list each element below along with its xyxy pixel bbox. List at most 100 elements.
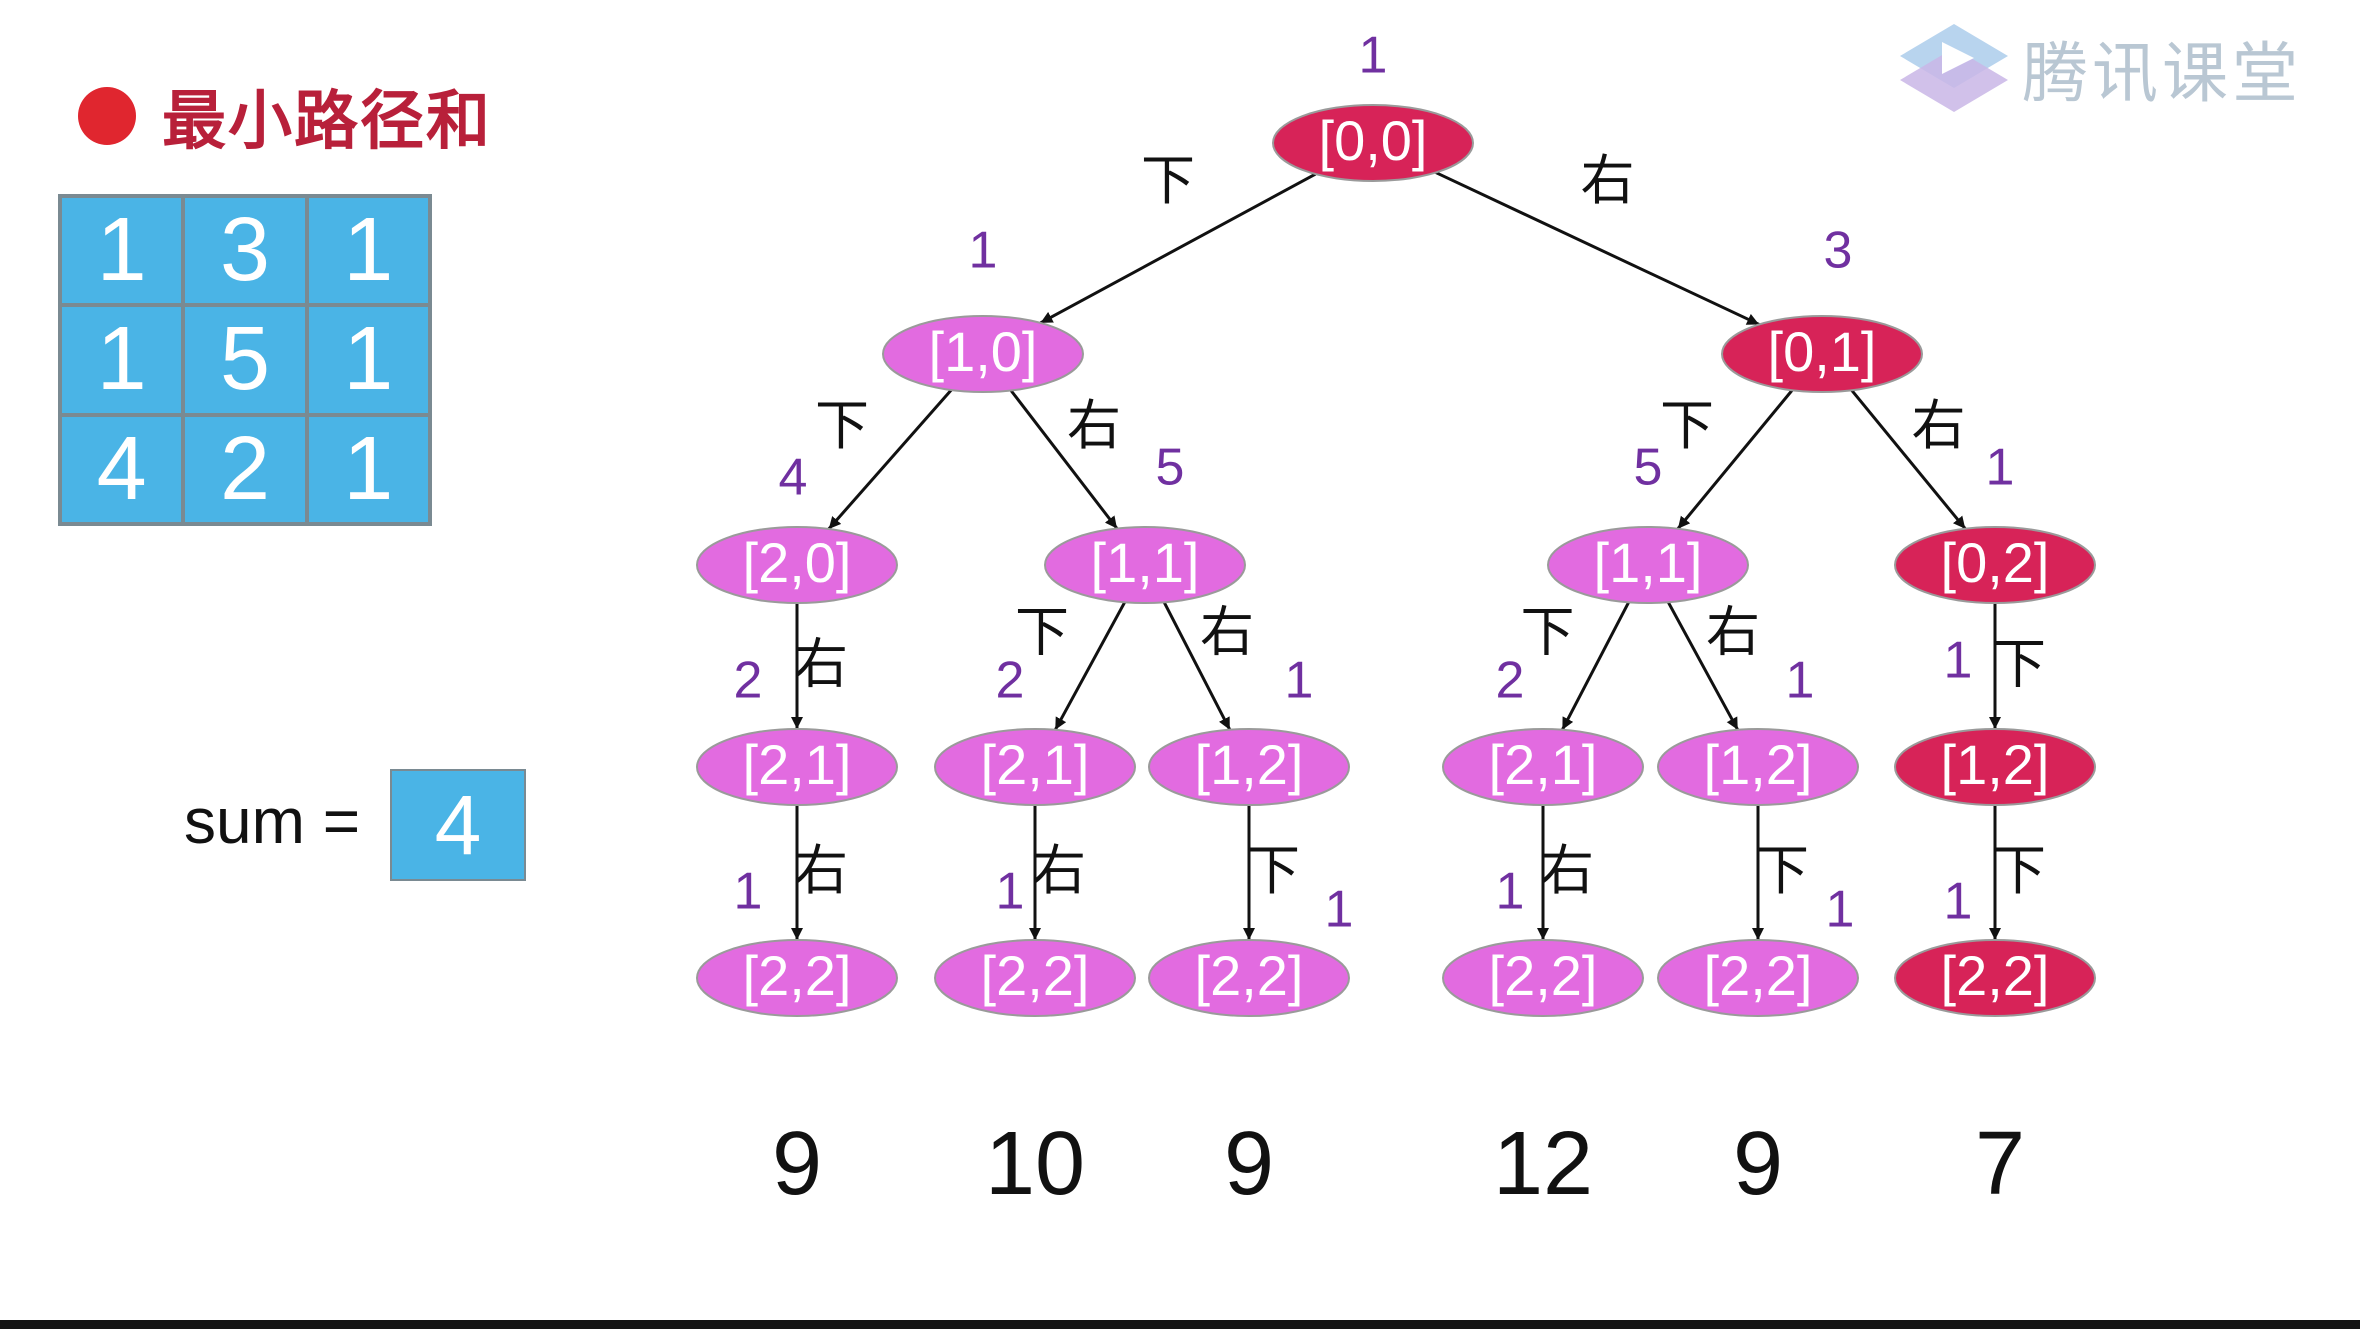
tree-edge [1850, 389, 1967, 530]
title-row: 最小路径和 [78, 70, 492, 162]
node-weight-label: 5 [1156, 439, 1185, 497]
tree-edge [1039, 172, 1317, 325]
node-ellipse [934, 939, 1136, 1017]
node-ellipse [1442, 939, 1644, 1017]
node-label: [2,1] [1489, 733, 1598, 796]
edge-direction-label: 右 [1706, 601, 1760, 664]
play-icon [1900, 24, 2008, 112]
edge-direction-label: 下 [815, 394, 869, 457]
node-label: [1,1] [1594, 531, 1703, 594]
tree-node: [2,1] 2 [1442, 652, 1644, 806]
node-ellipse [1894, 526, 2096, 604]
edge-direction-label: 右 [794, 633, 848, 696]
edge-direction-label: 右 [794, 839, 848, 902]
node-weight-label: 1 [1325, 881, 1354, 939]
tree-edge [1561, 601, 1630, 731]
sum-label: sum = [184, 785, 361, 857]
node-label: [2,0] [743, 531, 852, 594]
path-sum-label: 9 [1733, 1114, 1783, 1214]
node-weight-label: 1 [1944, 632, 1973, 690]
edge-direction-label: 下 [1015, 601, 1069, 664]
node-ellipse [1657, 939, 1859, 1017]
node-weight-label: 1 [996, 863, 1025, 921]
node-weight-label: 2 [734, 652, 763, 710]
path-sum-label: 9 [1224, 1114, 1274, 1214]
edge-direction-label: 下 [1755, 839, 1809, 902]
node-weight-label: 1 [1496, 863, 1525, 921]
node-ellipse [696, 728, 898, 806]
node-weight-label: 1 [734, 863, 763, 921]
node-weight-label: 1 [1944, 873, 1973, 931]
node-ellipse [1272, 104, 1474, 182]
node-ellipse [1442, 728, 1644, 806]
node-label: [1,1] [1091, 531, 1200, 594]
bottom-bar [0, 1320, 2360, 1329]
path-sum-label: 12 [1493, 1114, 1593, 1214]
path-sum-label: 7 [1975, 1114, 2025, 1214]
node-label: [1,2] [1941, 733, 2050, 796]
node-ellipse [1721, 315, 1923, 393]
grid-cell: 1 [306, 196, 430, 306]
node-label: [0,1] [1768, 320, 1877, 383]
node-ellipse [1148, 939, 1350, 1017]
grid-cell: 1 [60, 196, 184, 306]
tree-edge [1666, 601, 1740, 731]
edge-direction-label: 右 [1581, 149, 1635, 212]
path-sum-label: 10 [985, 1114, 1085, 1214]
grid-cell: 1 [306, 414, 430, 524]
node-label: [1,2] [1195, 733, 1304, 796]
tree-node: [1,1] 5 [1547, 439, 1749, 604]
tree-node: [2,2]1 [1657, 881, 1859, 1017]
tree-edge [1053, 601, 1127, 731]
tree-node: [2,2]1 [934, 863, 1136, 1017]
tree-edge [1009, 389, 1119, 530]
node-label: [2,2] [743, 944, 852, 1007]
tree-edge [1162, 601, 1232, 731]
node-label: [1,0] [929, 320, 1038, 383]
node-weight-label: 2 [996, 652, 1025, 710]
node-weight-label: 1 [1786, 652, 1815, 710]
node-weight-label: 1 [1986, 439, 2015, 497]
input-grid: 1 3 1 1 5 1 4 2 1 [58, 194, 432, 526]
edge-direction-label: 下 [1992, 633, 2046, 696]
node-weight-label: 1 [1359, 27, 1388, 85]
node-weight-label: 1 [969, 222, 998, 280]
node-weight-label: 5 [1634, 439, 1663, 497]
page-title: 最小路径和 [162, 85, 492, 159]
edge-direction-label: 右 [1067, 394, 1121, 457]
tree-node: [0,0] 1 [1272, 27, 1474, 182]
tree-edge [827, 389, 953, 530]
node-label: [0,0] [1319, 109, 1428, 172]
edge-direction-label: 右 [1912, 394, 1966, 457]
tree-edge [1435, 171, 1760, 326]
tree-node: [2,2]1 [1148, 881, 1354, 1017]
grid-cell: 3 [183, 196, 307, 306]
edge-direction-label: 下 [1992, 839, 2046, 902]
node-ellipse [696, 939, 898, 1017]
grid-cell: 5 [183, 305, 307, 415]
path-sum-label: 9 [772, 1114, 822, 1214]
node-weight-label: 4 [779, 449, 808, 507]
node-weight-label: 2 [1496, 652, 1525, 710]
edge-direction-label: 下 [1521, 601, 1575, 664]
tree-node: [0,1] 3 [1721, 222, 1923, 393]
node-weight-label: 3 [1824, 222, 1853, 280]
tree-node: [1,2] 1 [1148, 652, 1350, 806]
logo-text: 腾讯课堂 [2022, 35, 2302, 112]
bullet-dot-icon [78, 87, 136, 145]
grid-cell: 1 [60, 305, 184, 415]
node-ellipse [1044, 526, 1246, 604]
grid-cell: 2 [183, 414, 307, 524]
node-ellipse [1657, 728, 1859, 806]
tree-node: [2,2] 1 [1442, 863, 1644, 1017]
node-label: [2,2] [1489, 944, 1598, 1007]
node-ellipse [1547, 526, 1749, 604]
edge-direction-label: 下 [1141, 149, 1195, 212]
tree-node: [1,2] 1 [1894, 632, 2096, 806]
edge-direction-label: 右 [1200, 601, 1254, 664]
tree-node: [1,0] 1 [882, 222, 1084, 393]
tree-node: [0,2] 1 [1894, 439, 2096, 604]
node-ellipse [1894, 939, 2096, 1017]
